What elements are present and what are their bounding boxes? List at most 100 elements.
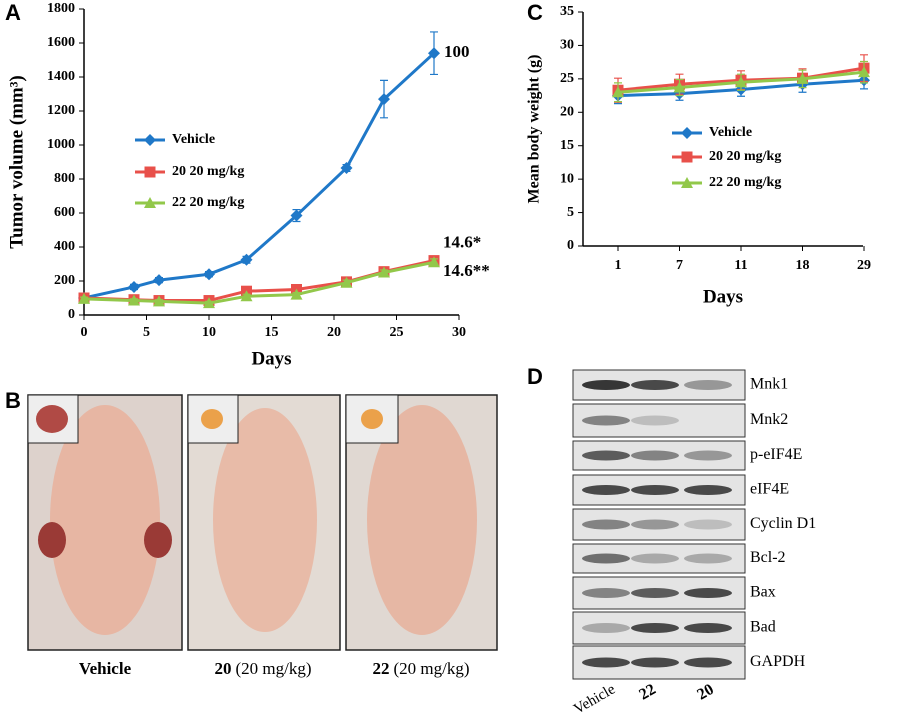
band <box>631 657 679 668</box>
marker <box>144 134 156 146</box>
panel-label: A <box>5 0 21 25</box>
x-tick-label: 30 <box>452 325 466 340</box>
band <box>631 519 679 530</box>
marker <box>128 280 140 293</box>
y-tick-label: 1400 <box>47 69 75 84</box>
lane-label: Vehicle <box>571 681 618 716</box>
panel-label: C <box>527 0 543 25</box>
marker <box>340 276 353 288</box>
marker <box>340 161 353 174</box>
y-tick-label: 0 <box>567 238 574 253</box>
band <box>631 380 679 390</box>
marker <box>796 72 809 84</box>
marker <box>673 81 686 93</box>
y-tick-label: 1800 <box>47 1 75 16</box>
photo-caption: 20 (20 mg/kg) <box>214 659 311 678</box>
annotation: 14.6* <box>443 233 481 252</box>
y-tick-label: 1200 <box>47 103 75 118</box>
band <box>631 485 679 495</box>
y-axis-label: Tumor volume (mm³) <box>6 75 27 249</box>
legend-label: 22 20 mg/kg <box>709 175 781 190</box>
band <box>631 553 679 564</box>
marker <box>290 209 303 222</box>
marker <box>128 294 140 306</box>
photo-caption: 22 (20 mg/kg) <box>372 659 469 678</box>
marker <box>378 93 390 106</box>
marker <box>428 47 440 60</box>
marker <box>681 151 693 163</box>
marker <box>153 274 165 287</box>
band <box>582 485 630 495</box>
band-label: Bcl-2 <box>750 549 786 566</box>
band <box>684 657 732 668</box>
band-label: Cyclin D1 <box>750 515 816 532</box>
x-tick-label: 10 <box>202 325 216 340</box>
y-tick-label: 800 <box>54 171 75 186</box>
x-axis-label: Days <box>251 348 291 369</box>
legend-label: 20 20 mg/kg <box>709 149 781 164</box>
band <box>684 450 732 461</box>
caption-text: (20 mg/kg) <box>235 659 311 678</box>
marker <box>153 295 165 307</box>
annotation: 14.6** <box>443 261 490 280</box>
band <box>684 485 732 495</box>
marker <box>144 197 156 208</box>
marker <box>203 268 215 281</box>
band-label: Bax <box>750 584 776 601</box>
marker <box>290 288 303 300</box>
legend-label: 20 20 mg/kg <box>172 164 244 179</box>
band <box>631 450 679 461</box>
x-tick-label: 1 <box>615 258 622 273</box>
series-line <box>83 52 436 300</box>
caption-bold: 22 <box>372 659 389 678</box>
band <box>631 588 679 598</box>
band-label: Mnk1 <box>750 376 788 393</box>
y-tick-label: 600 <box>54 205 75 220</box>
marker <box>240 290 253 302</box>
x-tick-label: 29 <box>857 258 871 273</box>
band <box>684 380 732 390</box>
panel-label: D <box>527 364 543 389</box>
y-tick-label: 0 <box>68 307 75 322</box>
y-tick-label: 30 <box>560 38 574 53</box>
photo-caption: Vehicle <box>79 659 132 678</box>
y-tick-label: 20 <box>560 105 574 120</box>
marker <box>144 166 156 178</box>
band <box>582 657 630 668</box>
band <box>582 450 630 461</box>
marker <box>240 253 253 266</box>
legend-label: 22 20 mg/kg <box>172 195 244 210</box>
legend-label: Vehicle <box>172 132 215 147</box>
x-tick-label: 11 <box>734 258 747 273</box>
marker <box>612 86 624 98</box>
y-tick-label: 15 <box>560 138 574 153</box>
y-tick-label: 200 <box>54 273 75 288</box>
marker <box>428 256 440 268</box>
photo-panel <box>27 394 498 651</box>
band <box>582 553 630 564</box>
mouse-photo <box>187 394 341 651</box>
panel-label: B <box>5 388 21 413</box>
mouse-photo <box>345 394 498 651</box>
y-tick-label: 35 <box>560 4 574 19</box>
band <box>684 553 732 564</box>
x-tick-label: 5 <box>143 325 150 340</box>
band-label: Bad <box>750 619 776 636</box>
x-tick-label: 20 <box>327 325 341 340</box>
legend-label: Vehicle <box>709 125 752 140</box>
marker <box>858 66 870 78</box>
marker <box>681 177 693 188</box>
band <box>582 623 630 633</box>
marker <box>78 292 90 304</box>
caption-text: (20 mg/kg) <box>393 659 469 678</box>
lane-label: 22 <box>636 681 658 704</box>
band <box>684 588 732 598</box>
band <box>684 519 732 530</box>
band <box>582 519 630 530</box>
x-tick-label: 0 <box>81 325 88 340</box>
x-tick-label: 18 <box>796 258 810 273</box>
y-tick-label: 5 <box>567 205 574 220</box>
band-label: Mnk2 <box>750 411 788 428</box>
y-tick-label: 1600 <box>47 35 75 50</box>
